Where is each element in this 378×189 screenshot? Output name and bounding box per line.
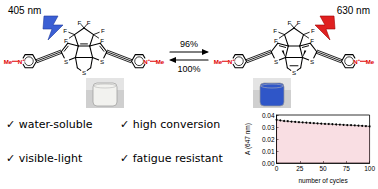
svg-text:F: F — [274, 37, 278, 44]
svg-text:100%: 100% — [177, 64, 200, 74]
svg-text:N+: N+ — [353, 57, 360, 65]
svg-text:F: F — [64, 37, 68, 44]
svg-text:630 nm: 630 nm — [337, 5, 370, 16]
svg-text:S: S — [274, 58, 278, 65]
svg-text:S: S — [292, 69, 296, 76]
svg-text:✓ water-soluble: ✓ water-soluble — [6, 118, 93, 131]
svg-text:✓ visible-light: ✓ visible-light — [6, 152, 83, 165]
svg-text:F: F — [297, 19, 301, 26]
svg-text:Me: Me — [214, 58, 223, 65]
svg-text:Me: Me — [4, 58, 13, 65]
svg-text:0.00: 0.00 — [262, 160, 275, 167]
svg-text:S: S — [310, 58, 314, 65]
svg-text:F: F — [311, 27, 315, 34]
svg-text:N+: N+ — [143, 57, 150, 65]
svg-text:S: S — [100, 58, 104, 65]
svg-text:0: 0 — [275, 165, 279, 172]
svg-text:F: F — [273, 27, 277, 34]
svg-text:50: 50 — [319, 165, 327, 172]
svg-text:✓ fatigue resistant: ✓ fatigue resistant — [120, 152, 224, 165]
svg-text:405 nm: 405 nm — [8, 5, 41, 16]
svg-text:F: F — [87, 19, 91, 26]
svg-text:F: F — [310, 37, 314, 44]
svg-text:75: 75 — [343, 165, 351, 172]
svg-text:number of cycles: number of cycles — [298, 177, 348, 185]
svg-text:S: S — [64, 58, 68, 65]
svg-text:N+: N+ — [228, 57, 235, 65]
svg-text:A (647 nm): A (647 nm) — [244, 123, 252, 155]
svg-text:0.02: 0.02 — [262, 136, 275, 143]
svg-text:F: F — [287, 19, 291, 26]
svg-text:F: F — [63, 27, 67, 34]
svg-text:F: F — [101, 27, 105, 34]
svg-text:F: F — [77, 19, 81, 26]
svg-text:0.04: 0.04 — [262, 112, 275, 119]
svg-text:Me: Me — [366, 58, 375, 65]
svg-text:S: S — [82, 69, 86, 76]
svg-text:0.01: 0.01 — [262, 148, 275, 155]
svg-text:N+: N+ — [18, 57, 25, 65]
svg-text:F: F — [100, 37, 104, 44]
svg-text:100: 100 — [364, 165, 375, 172]
svg-text:96%: 96% — [180, 39, 198, 49]
svg-text:0.03: 0.03 — [262, 124, 275, 131]
svg-text:✓ high conversion: ✓ high conversion — [120, 118, 220, 131]
svg-text:25: 25 — [296, 165, 304, 172]
svg-text:Me: Me — [156, 58, 165, 65]
